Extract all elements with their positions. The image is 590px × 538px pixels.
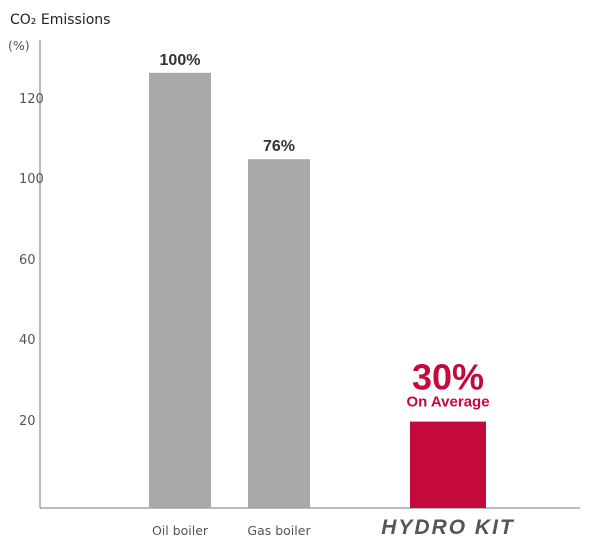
bar	[248, 159, 310, 508]
category-label: Gas boiler	[247, 523, 311, 538]
data-label: 76%	[263, 138, 295, 155]
y-tick-label: 60	[19, 253, 36, 268]
chart-title: CO₂ Emissions	[10, 12, 110, 28]
category-label-brand: HYDRO KIT	[381, 516, 515, 538]
y-tick-labels: 20 40 60 100 120	[19, 92, 44, 429]
category-labels: Oil boiler Gas boiler HYDRO KIT	[152, 516, 515, 538]
category-label: Oil boiler	[152, 523, 209, 538]
data-label: 100%	[160, 52, 201, 69]
data-labels: 100% 76% 30%On Average	[160, 52, 490, 411]
y-axis-unit: (%)	[8, 38, 30, 53]
bars-group	[149, 72, 486, 509]
bar	[410, 421, 486, 508]
y-tick-label: 120	[19, 92, 44, 107]
data-label-highlight: 30%	[412, 357, 484, 398]
data-label-note: On Average	[406, 394, 489, 411]
y-tick-label: 40	[19, 333, 36, 348]
y-tick-label: 100	[19, 172, 44, 187]
bar	[149, 72, 211, 509]
y-tick-label: 20	[19, 414, 36, 429]
